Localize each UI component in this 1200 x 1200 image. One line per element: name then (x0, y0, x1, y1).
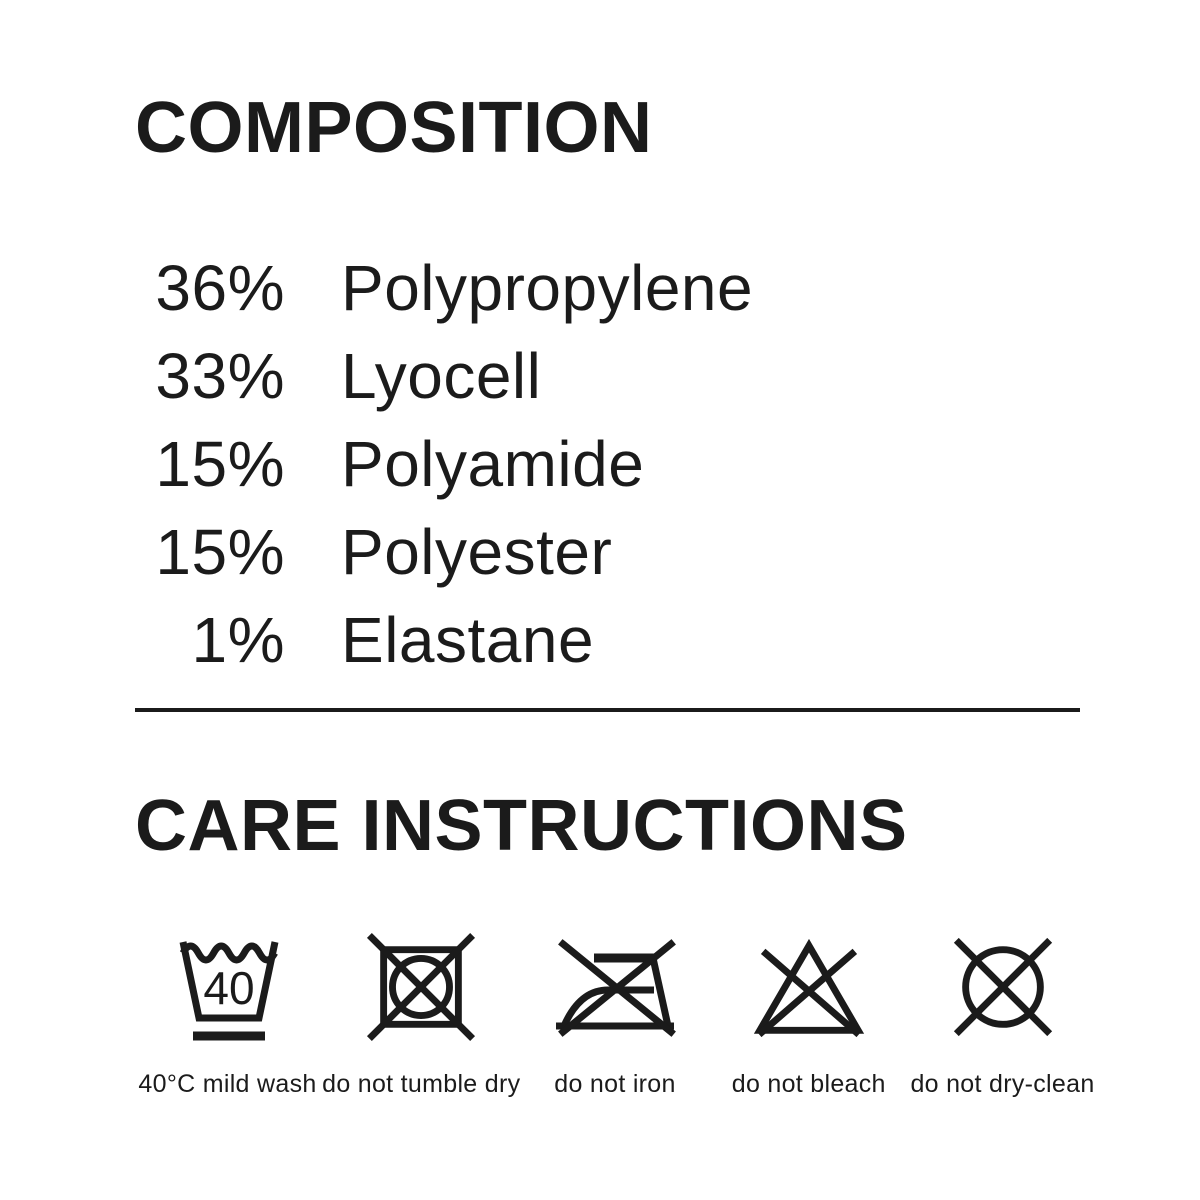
care-item-tumble-dry: do not tumble dry (322, 926, 520, 1099)
material-name: Polyester (341, 516, 613, 588)
percent-value: 1% (191, 604, 285, 676)
percent-value: 15% (155, 428, 285, 500)
care-label: do not tumble dry (322, 1070, 521, 1098)
do-not-dry-clean-icon (944, 926, 1062, 1046)
do-not-bleach-icon (750, 926, 868, 1046)
composition-row: 15% Polyamide (135, 420, 1090, 508)
material-name: Elastane (341, 604, 595, 676)
section-divider (135, 708, 1080, 712)
percent-value: 36% (155, 252, 285, 324)
care-item-iron: do not iron (523, 926, 708, 1099)
do-not-iron-icon (550, 926, 680, 1046)
care-label: do not dry-clean (910, 1070, 1095, 1098)
do-not-tumble-dry-icon (362, 926, 480, 1046)
composition-row: 1% Elastane (135, 596, 1090, 684)
label-content: COMPOSITION 36% Polypropylene 33% Lyocel… (135, 88, 1095, 1099)
care-icons-row: 40 40°C mild wash do not tumble dry (135, 926, 1095, 1099)
care-item-dry-clean: do not dry-clean (910, 926, 1095, 1099)
care-label: do not iron (554, 1070, 676, 1098)
composition-row: 15% Polyester (135, 508, 1090, 596)
care-label: do not bleach (731, 1070, 886, 1098)
composition-list: 36% Polypropylene 33% Lyocell 15% Polyam… (135, 244, 1090, 684)
care-item-bleach: do not bleach (716, 926, 901, 1099)
material-name: Polyamide (341, 428, 645, 500)
wash-temperature-value: 40 (203, 962, 254, 1014)
wash-40-mild-icon: 40 (161, 926, 295, 1046)
percent-value: 15% (155, 516, 285, 588)
material-name: Lyocell (341, 340, 542, 412)
composition-row: 33% Lyocell (135, 332, 1090, 420)
care-item-wash: 40 40°C mild wash (135, 926, 320, 1099)
percent-value: 33% (155, 340, 285, 412)
composition-title: COMPOSITION (135, 88, 653, 168)
care-instructions-title: CARE INSTRUCTIONS (135, 786, 908, 866)
composition-row: 36% Polypropylene (135, 244, 1090, 332)
material-name: Polypropylene (341, 252, 754, 324)
care-label: 40°C mild wash (138, 1070, 317, 1098)
